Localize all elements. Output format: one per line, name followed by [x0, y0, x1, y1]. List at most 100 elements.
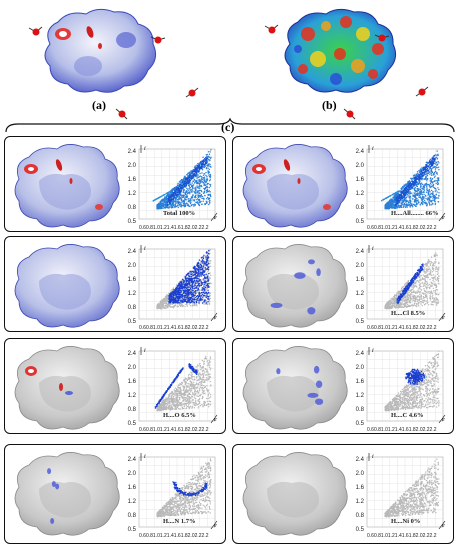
y-tick-label: 2.0 — [128, 263, 137, 269]
water-molecule-icon — [185, 87, 199, 98]
contribution-label: H....C 4.6% — [391, 412, 424, 419]
y-tick-label: 0.5 — [128, 527, 137, 533]
panel-h-cl: 2.4 2.0 1.6 1.2 0.8 0.5 0.60.81.01.21.41.61.82… — [232, 236, 454, 332]
hirshfeld-surface — [9, 343, 124, 435]
panel-h-o: 2.4 2.0 1.6 1.2 0.8 0.5 0.60.81.01.21.41.61.82… — [4, 338, 226, 434]
y-tick-label: 1.2 — [356, 393, 365, 399]
water-molecule-icon — [374, 34, 390, 42]
y-tick-label: 0.8 — [356, 513, 365, 519]
hirshfeld-surface — [9, 141, 124, 233]
y-tick-label: 0.8 — [128, 407, 137, 413]
x-tick-labels: 0.60.81.01.21.41.61.82.02.22.2 — [139, 533, 209, 539]
y-tick-label: 0.5 — [128, 319, 137, 325]
y-tick-label: 1.6 — [128, 379, 137, 385]
contribution-label: H....Ni 0% — [391, 518, 420, 525]
y-tick-label: 1.6 — [356, 277, 365, 283]
water-molecule-icon — [28, 26, 43, 36]
svg-text:i: i — [144, 146, 146, 152]
fingerprint-plot: 2.4 2.0 1.6 1.2 0.8 0.5 0.60.81.01.21.41.61.82… — [123, 451, 221, 539]
panel-h-ni: 2.4 2.0 1.6 1.2 0.8 0.5 0.60.81.01.21.41.61.82… — [232, 444, 454, 544]
svg-text:e: e — [442, 315, 445, 321]
y-tick-label: 1.6 — [128, 485, 137, 491]
contribution-label: H....All........ 66% — [391, 210, 439, 217]
water-molecule-icon — [264, 24, 279, 34]
fingerprint-plot: 2.4 2.0 1.6 1.2 0.8 0.5 0.60.81.01.21.41.61.82… — [351, 243, 449, 331]
hirshfeld-surface — [237, 141, 352, 233]
y-tick-label: 0.8 — [128, 513, 137, 519]
y-tick-label: 1.2 — [128, 393, 137, 399]
hirshfeld-shape-index-surface — [268, 4, 418, 99]
hirshfeld-surface — [237, 449, 352, 541]
svg-text:e: e — [214, 215, 217, 221]
y-tick-label: 1.6 — [356, 177, 365, 183]
svg-text:e: e — [442, 215, 445, 221]
contribution-label: Total 100% — [163, 210, 195, 217]
y-tick-label: 0.5 — [128, 219, 137, 225]
x-tick-labels: 0.60.81.01.21.41.61.82.02.22.2 — [367, 325, 437, 331]
y-tick-label: 2.4 — [128, 351, 137, 357]
panel-h-c: 2.4 2.0 1.6 1.2 0.8 0.5 0.60.81.01.21.41.61.82… — [232, 338, 454, 434]
y-tick-label: 0.5 — [128, 421, 137, 427]
y-tick-label: 0.5 — [356, 421, 365, 427]
y-tick-label: 0.5 — [356, 319, 365, 325]
y-tick-label: 2.4 — [356, 457, 365, 463]
svg-text:e: e — [214, 315, 217, 321]
y-tick-label: 2.4 — [356, 249, 365, 255]
y-tick-label: 0.5 — [356, 527, 365, 533]
y-tick-label: 2.4 — [356, 351, 365, 357]
y-tick-label: 1.2 — [128, 191, 137, 197]
x-tick-labels: 0.60.81.01.21.41.61.82.02.22.2 — [139, 225, 209, 231]
x-tick-labels: 0.60.81.01.21.41.61.82.02.22.2 — [139, 325, 209, 331]
y-tick-label: 0.8 — [128, 305, 137, 311]
panel-h-n: 2.4 2.0 1.6 1.2 0.8 0.5 0.60.81.01.21.41.61.82… — [4, 444, 226, 544]
x-tick-labels: 0.60.81.01.21.41.61.82.02.22.2 — [367, 533, 437, 539]
x-tick-labels: 0.60.81.01.21.41.61.82.02.22.2 — [367, 427, 437, 433]
y-tick-label: 2.0 — [356, 263, 365, 269]
y-tick-label: 2.0 — [356, 471, 365, 477]
y-tick-label: 1.2 — [356, 499, 365, 505]
svg-text:i: i — [372, 246, 374, 252]
fingerprint-plot: 2.4 2.0 1.6 1.2 0.8 0.5 0.60.81.01.21.41.61.82… — [123, 143, 221, 231]
hirshfeld-surface — [9, 241, 124, 333]
y-tick-label: 2.4 — [356, 149, 365, 155]
y-tick-label: 2.4 — [128, 149, 137, 155]
y-tick-label: 1.6 — [356, 485, 365, 491]
contribution-label: H....N 1.7% — [163, 518, 196, 525]
y-tick-label: 1.2 — [356, 291, 365, 297]
group-brace — [5, 118, 455, 133]
y-tick-label: 0.8 — [356, 305, 365, 311]
water-molecule-icon — [415, 86, 429, 97]
y-tick-label: 2.4 — [128, 457, 137, 463]
svg-text:i: i — [144, 246, 146, 252]
y-tick-label: 1.2 — [128, 499, 137, 505]
water-molecule-icon — [115, 108, 128, 120]
fingerprint-plot: 2.4 2.0 1.6 1.2 0.8 0.5 0.60.81.01.21.41.61.82… — [351, 451, 449, 539]
y-tick-label: 1.6 — [128, 277, 137, 283]
fingerprint-plot: 2.4 2.0 1.6 1.2 0.8 0.5 0.60.81.01.21.41.61.82… — [123, 345, 221, 433]
x-tick-labels: 0.60.81.01.21.41.61.82.02.22.2 — [139, 427, 209, 433]
panel-h-h: 2.4 2.0 1.6 1.2 0.8 0.5 0.60.81.01.21.41.61.82… — [4, 236, 226, 332]
hirshfeld-surface — [237, 241, 352, 333]
y-tick-label: 1.6 — [356, 379, 365, 385]
y-tick-label: 0.8 — [356, 407, 365, 413]
fingerprint-plot: 2.4 2.0 1.6 1.2 0.8 0.5 0.60.81.01.21.41.61.82… — [351, 143, 449, 231]
panel-total: 2.4 2.0 1.6 1.2 0.8 0.5 0.60.81.01.21.41.61.82… — [4, 136, 226, 232]
y-tick-label: 0.5 — [356, 219, 365, 225]
contribution-label: H....Cl 8.5% — [391, 310, 425, 317]
contribution-label: H....O 6.5% — [163, 412, 196, 419]
y-tick-label: 2.0 — [128, 471, 137, 477]
water-molecule-icon — [343, 108, 356, 120]
panel-h-all: 2.4 2.0 1.6 1.2 0.8 0.5 0.60.81.01.21.41.61.82… — [232, 136, 454, 232]
label-c: (c) — [221, 120, 235, 134]
label-b: (b) — [322, 98, 337, 112]
y-tick-label: 0.8 — [356, 205, 365, 211]
y-tick-label: 0.8 — [128, 205, 137, 211]
y-tick-label: 1.2 — [128, 291, 137, 297]
fingerprint-plot: 2.4 2.0 1.6 1.2 0.8 0.5 0.60.81.01.21.41.61.82… — [351, 345, 449, 433]
hirshfeld-dnorm-surface — [28, 4, 178, 99]
y-tick-label: 2.0 — [356, 163, 365, 169]
label-a: (a) — [92, 98, 106, 112]
hirshfeld-surface — [237, 343, 352, 435]
x-tick-labels: 0.60.81.01.21.41.61.82.02.22.2 — [367, 225, 437, 231]
y-tick-label: 2.0 — [128, 365, 137, 371]
